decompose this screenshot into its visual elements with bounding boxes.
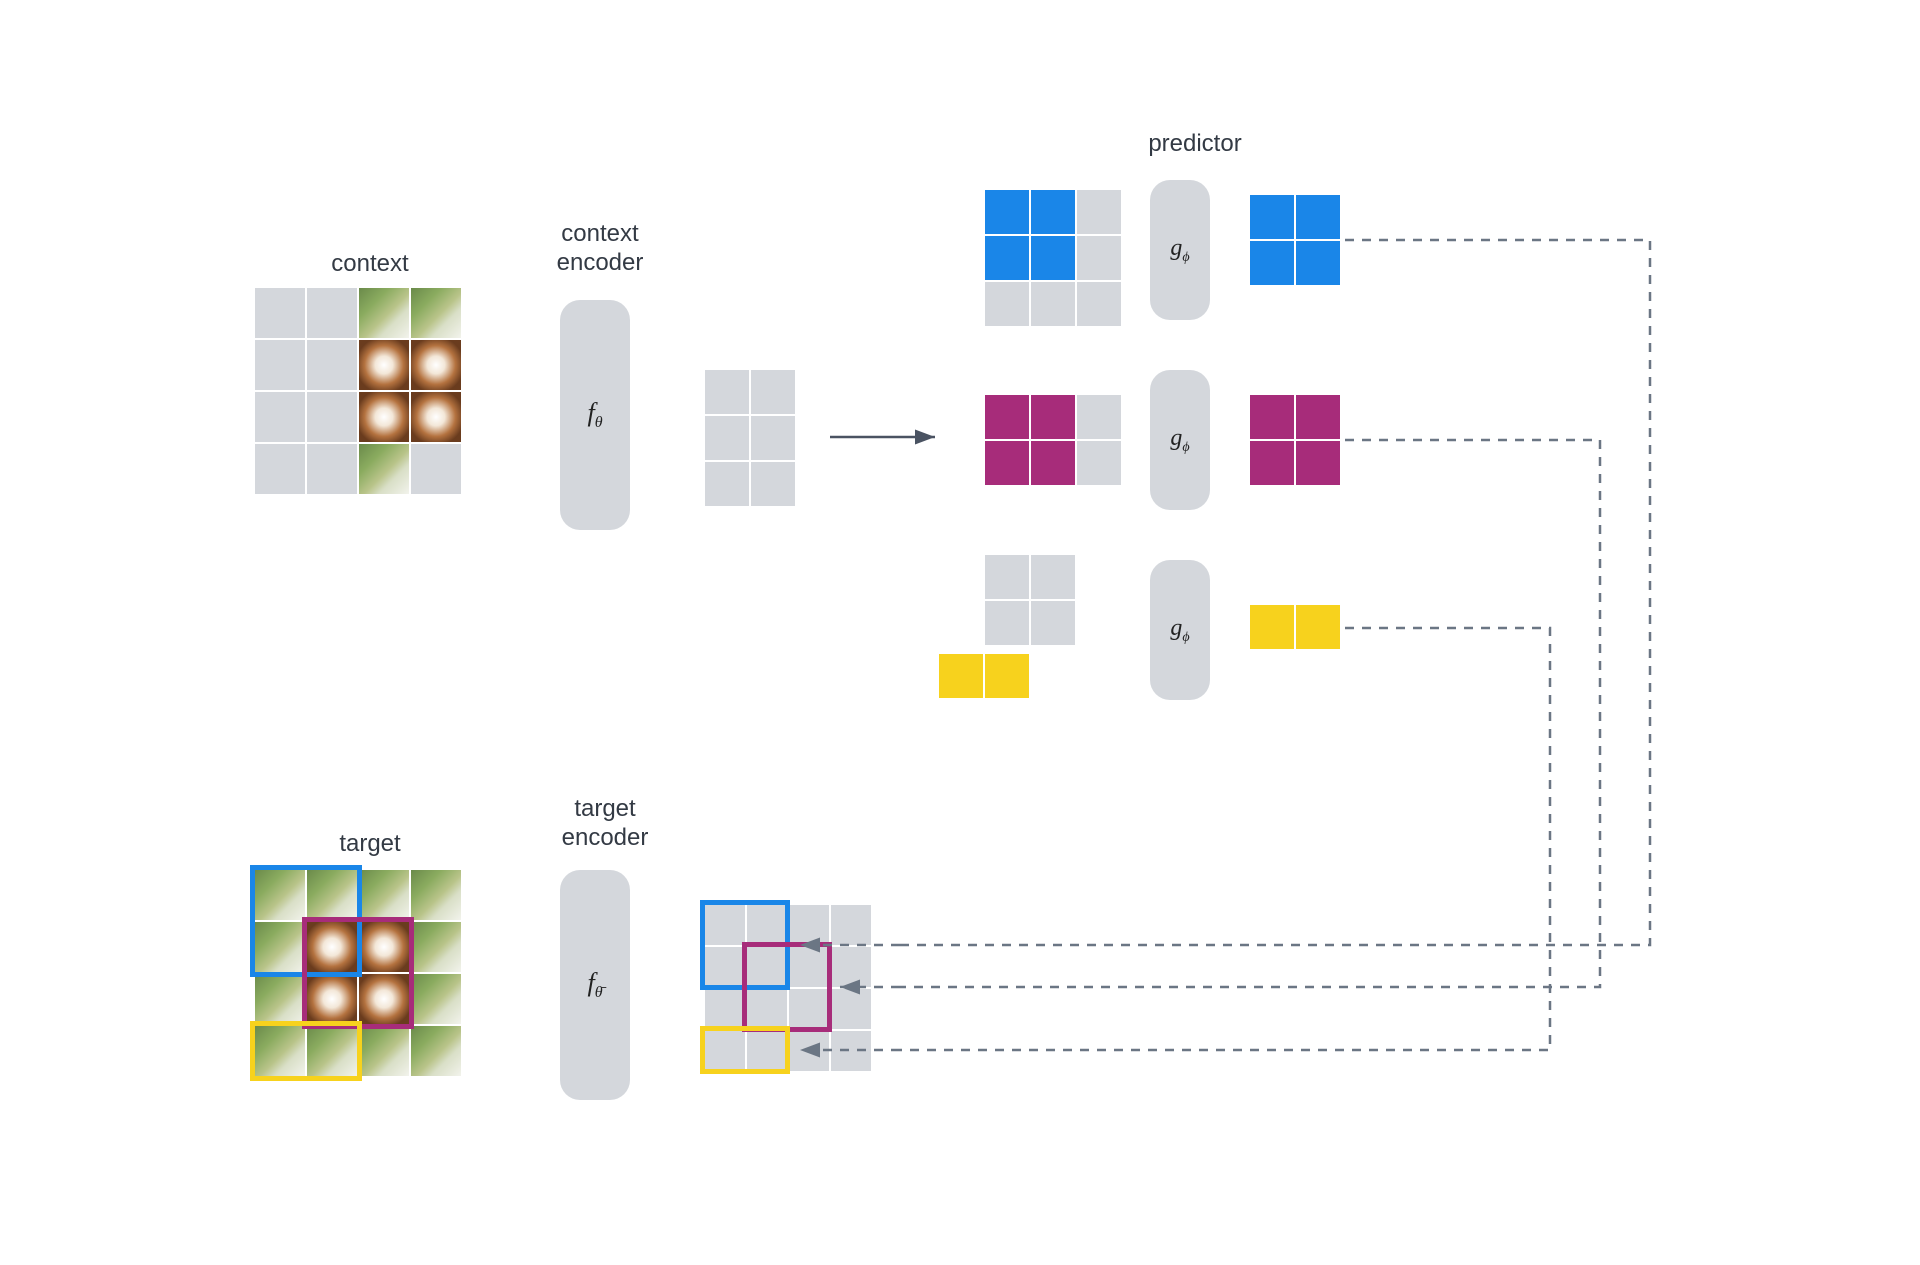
grid-cell <box>985 236 1029 280</box>
label-context-encoder: context encoder <box>545 220 655 278</box>
grid-cell <box>985 395 1029 439</box>
target-encoder: fθ̄ <box>560 870 630 1100</box>
grid-cell <box>831 947 871 987</box>
branch-grid-2 <box>985 555 1075 645</box>
target-encoded-overlay-2 <box>700 1026 790 1074</box>
grid-cell <box>307 444 357 494</box>
context-encoder: fθ <box>560 300 630 530</box>
grid-cell <box>705 462 749 506</box>
diagram-stage: context context encoder fθ predictor gϕ gϕ gϕ t… <box>0 0 1920 1265</box>
grid-cell <box>255 340 305 390</box>
grid-cell <box>411 288 461 338</box>
grid-cell <box>751 370 795 414</box>
grid-cell <box>985 282 1029 326</box>
target-overlay-1 <box>302 917 414 1029</box>
grid-cell <box>1077 441 1121 485</box>
grid-cell <box>705 370 749 414</box>
grid-cell <box>985 601 1029 645</box>
grid-cell <box>255 974 305 1024</box>
grid-cell <box>359 870 409 920</box>
grid-cell <box>985 555 1029 599</box>
predictor-box-0: gϕ <box>1150 180 1210 320</box>
branch-grid-0 <box>985 190 1121 326</box>
predictor-box-2: gϕ <box>1150 560 1210 700</box>
grid-cell <box>985 441 1029 485</box>
target-encoded-overlay-1 <box>742 942 832 1032</box>
grid-cell <box>255 288 305 338</box>
grid-cell <box>255 444 305 494</box>
grid-cell <box>1077 190 1121 234</box>
grid-cell <box>411 392 461 442</box>
grid-cell <box>751 416 795 460</box>
encoded-context-grid <box>705 370 795 506</box>
label-context: context <box>310 250 430 279</box>
grid-cell <box>359 1026 409 1076</box>
label-target-encoder: target encoder <box>550 795 660 853</box>
grid-cell <box>1031 441 1075 485</box>
grid-cell <box>1031 555 1075 599</box>
target-overlay-2 <box>250 1021 362 1081</box>
grid-cell <box>1031 236 1075 280</box>
grid-cell <box>1031 282 1075 326</box>
grid-cell <box>359 444 409 494</box>
grid-cell <box>831 1031 871 1071</box>
grid-cell <box>411 340 461 390</box>
grid-cell <box>751 462 795 506</box>
grid-cell <box>705 989 745 1029</box>
grid-cell <box>1031 601 1075 645</box>
branch-output-0 <box>1250 195 1340 285</box>
branch-grid-1 <box>985 395 1121 485</box>
predictor-box-1: gϕ <box>1150 370 1210 510</box>
grid-cell <box>1077 395 1121 439</box>
label-predictor: predictor <box>1135 130 1255 159</box>
grid-cell <box>411 922 461 972</box>
grid-cell <box>307 288 357 338</box>
grid-cell <box>359 392 409 442</box>
grid-cell <box>359 340 409 390</box>
grid-cell <box>307 340 357 390</box>
grid-cell <box>1077 236 1121 280</box>
grid-cell <box>255 392 305 442</box>
grid-cell <box>705 416 749 460</box>
grid-cell <box>1031 395 1075 439</box>
branch-grid-yellow-row <box>939 654 1029 698</box>
label-target: target <box>320 830 420 859</box>
grid-cell <box>789 905 829 945</box>
grid-cell <box>411 974 461 1024</box>
grid-cell <box>307 392 357 442</box>
branch-output-1 <box>1250 395 1340 485</box>
grid-cell <box>985 190 1029 234</box>
branch-output-2 <box>1250 605 1340 649</box>
context-image-grid <box>255 288 461 494</box>
grid-cell <box>411 870 461 920</box>
grid-cell <box>411 444 461 494</box>
grid-cell <box>789 1031 829 1071</box>
grid-cell <box>359 288 409 338</box>
grid-cell <box>831 905 871 945</box>
grid-cell <box>831 989 871 1029</box>
grid-cell <box>1077 282 1121 326</box>
grid-cell <box>1031 190 1075 234</box>
grid-cell <box>411 1026 461 1076</box>
